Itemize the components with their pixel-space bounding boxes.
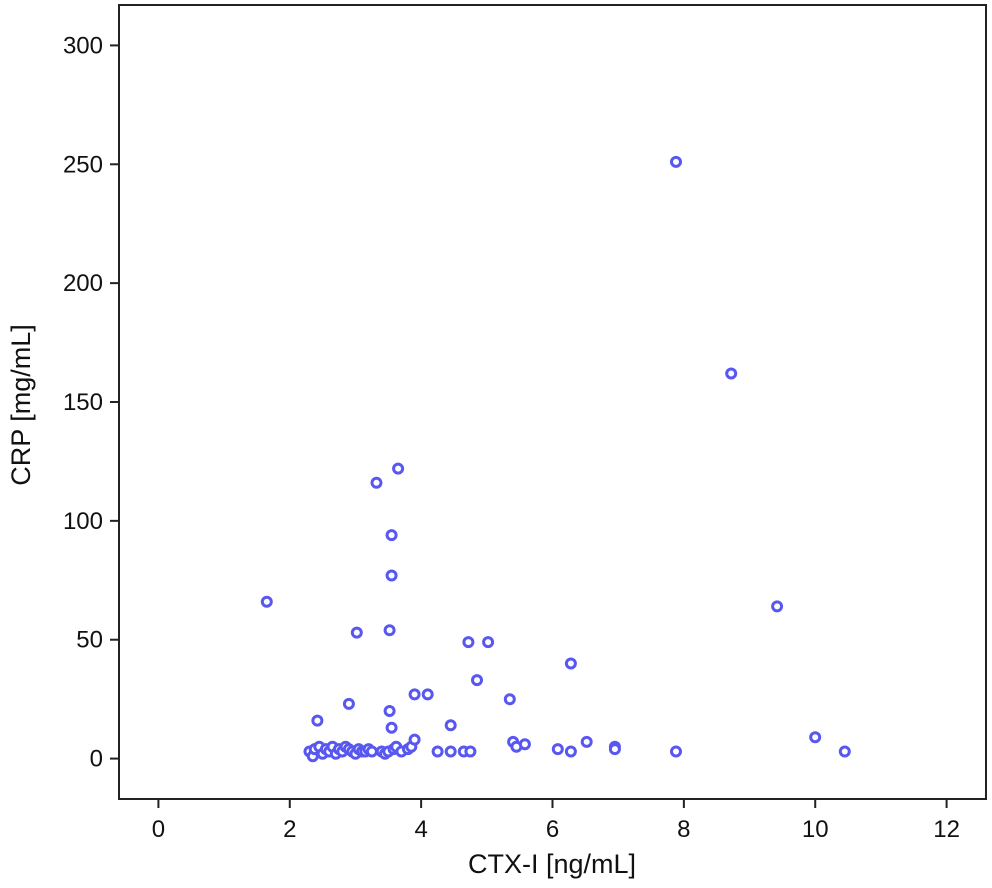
data-point [370, 476, 383, 489]
data-point [725, 367, 738, 380]
data-point [444, 745, 457, 758]
data-point [503, 693, 516, 706]
data-points [260, 155, 851, 763]
data-point [464, 745, 477, 758]
data-point [383, 624, 396, 637]
data-point [421, 688, 434, 701]
data-point [385, 529, 398, 542]
y-tick-label: 250 [63, 151, 103, 178]
data-point [482, 636, 495, 649]
data-point [580, 735, 593, 748]
y-axis: 0 50 100 150 200 250 300 [63, 32, 119, 773]
data-point [311, 714, 324, 727]
y-tick-label: 50 [76, 627, 103, 654]
data-point [383, 705, 396, 717]
x-axis: 0 2 4 6 8 10 12 [152, 799, 960, 843]
data-point [809, 731, 822, 744]
x-axis-title: CTX-I [ng/mL] [468, 849, 636, 879]
y-tick-label: 300 [63, 32, 103, 59]
x-tick-label: 10 [802, 816, 829, 843]
data-point [670, 155, 682, 168]
data-point [385, 721, 398, 734]
x-tick-label: 12 [933, 816, 960, 843]
x-tick-label: 4 [414, 816, 427, 843]
y-tick-label: 200 [63, 270, 103, 297]
data-point [260, 595, 273, 608]
data-point [771, 600, 784, 613]
data-point [551, 743, 564, 756]
data-point [471, 674, 483, 687]
data-point [365, 745, 378, 758]
data-point [518, 738, 531, 751]
data-point [342, 697, 355, 710]
plot-frame [118, 4, 987, 800]
data-point [431, 745, 444, 758]
data-point [608, 743, 621, 756]
y-tick-label: 0 [90, 746, 103, 773]
data-point [408, 733, 421, 746]
data-point [564, 657, 577, 670]
data-point [838, 745, 851, 758]
data-point [462, 636, 475, 649]
x-tick-label: 2 [283, 816, 296, 843]
x-tick-label: 0 [152, 816, 165, 843]
data-point [444, 719, 457, 732]
y-tick-label: 150 [63, 389, 103, 416]
data-point [350, 626, 363, 639]
data-point [392, 462, 405, 475]
data-point [408, 688, 421, 701]
y-axis-title: CRP [mg/mL] [6, 324, 36, 486]
data-point [385, 569, 398, 582]
data-point [670, 745, 682, 758]
y-tick-label: 100 [63, 508, 103, 535]
x-tick-label: 6 [546, 816, 559, 843]
data-point [564, 745, 577, 758]
x-tick-label: 8 [677, 816, 690, 843]
